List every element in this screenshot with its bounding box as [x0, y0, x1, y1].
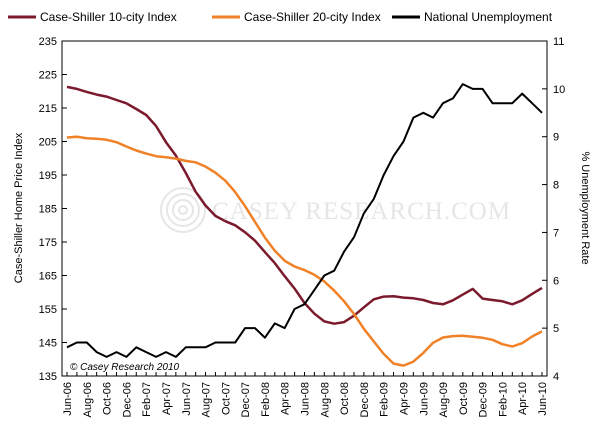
x-tick-label: Aug-08	[319, 382, 331, 417]
x-tick-label: Jun-07	[181, 382, 193, 416]
legend-label-10city: Case-Shiller 10-city Index	[40, 10, 177, 24]
x-tick-label: Dec-08	[359, 382, 371, 417]
y-tick-label: 215	[39, 103, 57, 115]
x-tick-label: Jun-09	[418, 382, 430, 416]
y2-axis-title: % Unemployment Rate	[579, 151, 591, 264]
y-tick-label: 205	[39, 137, 57, 149]
x-tick-label: Oct-06	[102, 382, 114, 415]
series-line-unemployment	[66, 83, 543, 358]
y-tick-label: 135	[39, 371, 57, 383]
x-tick-label: Dec-06	[121, 382, 133, 417]
y-tick-label: 165	[39, 271, 57, 283]
x-tick-label: Feb-07	[141, 382, 153, 417]
legend-label-unemployment: National Unemployment	[424, 10, 553, 24]
x-tick-label: Dec-07	[240, 382, 252, 417]
y-tick-label: 175	[39, 237, 57, 249]
x-tick-label: Dec-09	[478, 382, 490, 417]
x-tick-label: Feb-10	[497, 382, 509, 417]
x-tick-label: Feb-09	[379, 382, 391, 417]
y2-tick-label: 9	[553, 132, 559, 144]
copyright-annotation: © Casey Research 2010	[70, 362, 180, 373]
y2-tick-label: 8	[553, 180, 559, 192]
x-tick-label: Apr-08	[280, 382, 292, 415]
series-line-20city	[66, 135, 543, 367]
x-tick-label: Jun-10	[537, 382, 549, 416]
legend: Case-Shiller 10-city Index Case-Shiller …	[8, 10, 553, 24]
y2-tick-label: 11	[553, 36, 564, 48]
watermark-logo-icon	[160, 187, 206, 233]
y-tick-label: 225	[39, 70, 57, 82]
x-tick-label: Jun-06	[62, 382, 74, 416]
y2-tick-label: 5	[553, 323, 559, 335]
ticks-layer: 135 145 155 165 175 185 195 205 215 225 235 4 5 6 7 8 9 1…	[39, 36, 566, 417]
y-tick-label: 185	[39, 204, 57, 216]
y-axis-title: Case-Shiller Home Price Index	[13, 132, 25, 283]
series-layer	[66, 83, 543, 367]
x-tick-label: Aug-09	[438, 382, 450, 417]
y-tick-label: 145	[39, 338, 57, 350]
x-tick-label: Apr-07	[161, 382, 173, 415]
y2-tick-label: 7	[553, 227, 559, 239]
y-tick-label: 155	[39, 304, 57, 316]
y-tick-label: 195	[39, 170, 57, 182]
x-tick-label: Aug-07	[201, 382, 213, 417]
y-tick-label: 235	[39, 36, 57, 48]
legend-label-20city: Case-Shiller 20-city Index	[244, 10, 381, 24]
x-tick-label: Aug-06	[82, 382, 94, 417]
y2-tick-label: 6	[553, 275, 559, 287]
x-tick-label: Feb-08	[260, 382, 272, 417]
x-tick-label: Jun-08	[300, 382, 312, 416]
x-tick-label: Oct-07	[220, 382, 232, 415]
x-tick-label: Apr-09	[398, 382, 410, 415]
y2-tick-label: 10	[553, 84, 565, 96]
x-tick-label: Oct-08	[339, 382, 351, 415]
x-tick-label: Oct-09	[458, 382, 470, 415]
watermark: CASEY RESEARCH.COM	[160, 187, 510, 233]
x-tick-label: Apr-10	[517, 382, 529, 415]
y2-tick-label: 4	[553, 371, 559, 383]
